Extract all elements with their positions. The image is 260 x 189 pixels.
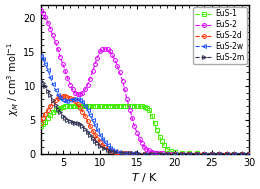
EuS-2m (91, 137, 94, 139)
EuS-2m (66, 119, 69, 121)
EuS-1 (143, 106, 146, 108)
EuS-2m (49, 94, 52, 97)
EuS-2w (84, 105, 87, 107)
EuS-2m (96, 142, 99, 145)
EuS-2d (114, 151, 117, 153)
EuS-2m (210, 152, 213, 155)
Line: EuS-2d: EuS-2d (39, 94, 251, 155)
EuS-2 (76, 93, 80, 95)
EuS-2d (39, 122, 42, 124)
Line: EuS-2m: EuS-2m (39, 79, 251, 155)
EuS-1 (203, 152, 206, 155)
EuS-2m (158, 152, 161, 155)
EuS-2 (233, 152, 236, 155)
EuS-2 (248, 152, 251, 155)
EuS-2m (61, 115, 64, 117)
EuS-1 (58, 106, 62, 109)
EuS-2m (128, 152, 132, 154)
EuS-2w (225, 152, 228, 155)
EuS-2m (54, 104, 57, 106)
EuS-2m (110, 150, 113, 153)
EuS-2 (106, 48, 109, 51)
EuS-2m (86, 131, 89, 133)
EuS-1 (248, 152, 251, 155)
X-axis label: $T$ / K: $T$ / K (131, 171, 158, 184)
EuS-2m (99, 145, 102, 147)
EuS-2m (71, 121, 74, 124)
EuS-2m (44, 85, 47, 87)
EuS-2d (118, 152, 121, 154)
EuS-2w (49, 76, 52, 78)
EuS-1 (39, 125, 42, 128)
EuS-2 (39, 9, 42, 11)
EuS-2m (56, 108, 59, 110)
EuS-2m (233, 152, 236, 155)
EuS-2 (86, 84, 89, 86)
EuS-2m (240, 152, 243, 155)
Line: EuS-2: EuS-2 (39, 8, 251, 155)
EuS-2d (121, 152, 124, 154)
Line: EuS-2w: EuS-2w (39, 54, 251, 155)
EuS-2m (136, 152, 139, 155)
EuS-1 (106, 104, 109, 107)
EuS-2d (64, 95, 67, 97)
EuS-2m (81, 125, 84, 128)
EuS-1 (69, 104, 72, 107)
EuS-2m (73, 122, 76, 124)
EuS-2w (125, 152, 128, 154)
EuS-2d (136, 152, 139, 155)
Legend: EuS-1, EuS-2, EuS-2d, EuS-2w, EuS-2m: EuS-1, EuS-2, EuS-2d, EuS-2w, EuS-2m (193, 7, 247, 64)
EuS-1 (140, 105, 144, 107)
EuS-2 (188, 152, 191, 155)
EuS-2 (166, 152, 169, 155)
EuS-2m (114, 151, 117, 153)
EuS-2m (51, 99, 54, 101)
EuS-2m (41, 81, 44, 84)
EuS-2m (39, 79, 42, 82)
EuS-2d (61, 95, 64, 97)
EuS-2m (166, 152, 169, 155)
EuS-2m (93, 139, 96, 142)
EuS-2w (248, 152, 251, 155)
EuS-2m (84, 128, 87, 130)
EuS-2m (180, 152, 184, 155)
EuS-2m (121, 152, 124, 154)
EuS-2m (102, 147, 106, 149)
EuS-2m (143, 152, 146, 155)
EuS-2 (121, 79, 124, 82)
EuS-1 (128, 104, 132, 107)
EuS-2m (225, 152, 228, 155)
EuS-2m (151, 152, 154, 155)
EuS-2m (188, 152, 191, 155)
EuS-2d (132, 152, 135, 155)
EuS-2m (195, 152, 198, 155)
EuS-2m (106, 149, 109, 151)
Line: EuS-1: EuS-1 (39, 104, 251, 155)
EuS-2d (248, 152, 251, 155)
EuS-2m (88, 133, 91, 136)
EuS-2m (69, 120, 72, 122)
EuS-1 (118, 104, 121, 107)
EuS-2m (173, 152, 176, 155)
EuS-2w (136, 152, 139, 155)
EuS-2w (99, 133, 102, 136)
EuS-2m (203, 152, 206, 155)
EuS-2w (117, 151, 120, 153)
EuS-2m (64, 117, 67, 119)
EuS-2m (58, 111, 62, 113)
EuS-2m (218, 152, 221, 155)
EuS-2m (79, 123, 82, 125)
EuS-2d (91, 129, 94, 132)
Y-axis label: $\chi_M$ / cm$^3$ mol$^{-1}$: $\chi_M$ / cm$^3$ mol$^{-1}$ (5, 42, 21, 116)
EuS-2m (76, 122, 80, 124)
EuS-2m (248, 152, 251, 155)
EuS-2w (39, 54, 42, 57)
EuS-2m (47, 90, 50, 92)
